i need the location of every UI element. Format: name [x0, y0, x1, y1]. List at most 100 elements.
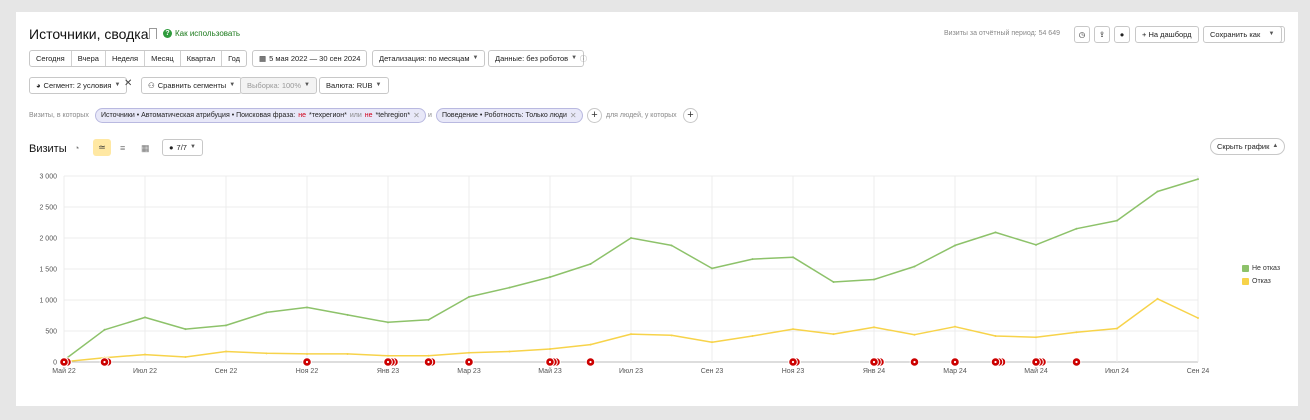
data-point: [346, 313, 349, 316]
legend-swatch: [1242, 265, 1249, 272]
detail-label: Детализация: по месяцам: [379, 54, 470, 63]
data-point: [549, 347, 551, 350]
period-today[interactable]: Сегодня: [30, 51, 72, 66]
data-point: [630, 237, 632, 239]
annotation-marker-dot: [386, 360, 390, 364]
share-button[interactable]: ●: [1114, 26, 1130, 43]
data-point: [1116, 327, 1118, 330]
annotation-marker-dot: [467, 360, 471, 364]
close-icon[interactable]: ✕: [569, 111, 577, 120]
period-quarter[interactable]: Квартал: [181, 51, 223, 66]
info-icon[interactable]: ⓘ: [580, 56, 587, 63]
compare-segments-select[interactable]: ⚇ Сравнить сегменты ▼: [141, 77, 243, 94]
x-tick-label: Сен 23: [701, 368, 724, 375]
export-button[interactable]: ⇪: [1094, 26, 1110, 43]
upload-icon: ⇪: [1098, 30, 1106, 39]
add-filter-button[interactable]: +: [587, 108, 602, 123]
date-range-label: 5 мая 2022 — 30 сен 2024: [269, 54, 361, 63]
annotation-marker-dot: [103, 360, 106, 364]
segment-label: Сегмент: 2 условия: [43, 81, 112, 90]
annotation-marker-dot: [62, 360, 66, 364]
close-icon[interactable]: ✕: [124, 78, 133, 89]
history-button[interactable]: ◷: [1074, 26, 1090, 43]
data-point: [832, 281, 835, 284]
data-point: [387, 354, 389, 357]
visits-chart: 0 500 1 000 1 500 2 000 2 500 3 000 Май 22 Июл 2…: [39, 174, 1210, 376]
filter-chip-source[interactable]: Источники • Автоматическая атрибуция • П…: [95, 108, 426, 123]
data-point: [589, 263, 592, 266]
data-point: [225, 324, 227, 327]
x-tick-label: Сен 24: [1187, 368, 1210, 375]
hide-chart-label: Скрыть график: [1217, 142, 1270, 151]
annotation-marker-dot: [791, 360, 795, 364]
data-point: [144, 316, 146, 319]
currency-select[interactable]: Валюта: RUB ▼: [319, 77, 389, 94]
data-point: [306, 352, 308, 355]
annotation-marker-dot: [427, 360, 430, 364]
data-point: [549, 276, 551, 279]
visits-total: Визиты за отчётный период: 54 649: [944, 30, 1060, 37]
legend-swatch: [1242, 278, 1249, 285]
date-range-button[interactable]: ▦ 5 мая 2022 — 30 сен 2024: [252, 50, 368, 67]
data-point: [751, 334, 754, 337]
bar-chart-icon[interactable]: ▦: [141, 143, 150, 153]
data-point: [1035, 243, 1037, 246]
line-chart-icon[interactable]: ≃: [93, 139, 111, 156]
legend-label: Не отказ: [1252, 265, 1281, 272]
legend-item-0[interactable]: Не отказ: [1242, 265, 1280, 272]
x-tick-label: Июл 22: [133, 368, 157, 375]
add-dashboard-button[interactable]: + На дашборд: [1135, 26, 1199, 43]
data-select[interactable]: Данные: без роботов ▼: [488, 50, 585, 67]
data-point: [225, 350, 227, 353]
y-tick-label: 3 000: [39, 174, 57, 181]
hide-chart-button[interactable]: Скрыть график ▲: [1210, 138, 1286, 155]
period-month[interactable]: Месяц: [145, 51, 181, 66]
data-point: [913, 265, 916, 268]
add-people-filter-button[interactable]: +: [683, 108, 698, 123]
data-point: [1156, 297, 1159, 300]
filter-chip-behavior[interactable]: Поведение • Роботность: Только люди ✕: [436, 108, 583, 123]
data-point: [792, 328, 794, 331]
data-point: [1116, 219, 1118, 222]
data-point: [468, 295, 470, 298]
data-point: [913, 333, 916, 336]
sample-label: Выборка: 100%: [247, 81, 301, 90]
save-as-dropdown[interactable]: ▼: [1262, 26, 1282, 43]
series-select[interactable]: ● 7/7 ▼: [162, 139, 203, 156]
x-tick-label: Июл 24: [1105, 368, 1129, 375]
data-point: [954, 325, 956, 328]
data-point: [994, 231, 997, 234]
period-group: Сегодня Вчера Неделя Месяц Квартал Год: [29, 50, 248, 67]
chevron-down-icon: ▼: [114, 82, 121, 88]
segment-select[interactable]: ◕ Сегмент: 2 условия ▼: [29, 77, 128, 94]
series-icon: ●: [169, 143, 174, 152]
annotation-marker-dot: [305, 360, 309, 364]
x-tick-label: Май 22: [52, 367, 76, 375]
x-tick-label: Май 23: [538, 367, 562, 375]
data-point: [670, 244, 673, 247]
report-card: Источники, сводка ? Как использовать Виз…: [16, 12, 1298, 406]
howto-link[interactable]: ? Как использовать: [163, 29, 240, 38]
data-point: [994, 334, 997, 337]
filter-prefix: Визиты, в которых: [29, 112, 89, 119]
pie-chart-icon[interactable]: ◔: [74, 143, 80, 153]
close-icon[interactable]: ✕: [413, 111, 420, 120]
detail-select[interactable]: Детализация: по месяцам ▼: [372, 50, 486, 67]
bookmark-icon[interactable]: [149, 28, 157, 39]
legend-item-1[interactable]: Отказ: [1242, 278, 1271, 285]
y-tick-label: 2 500: [39, 205, 57, 212]
pie-icon: ◕: [36, 81, 41, 90]
period-week[interactable]: Неделя: [106, 51, 146, 66]
sample-select[interactable]: Выборка: 100% ▼: [240, 77, 317, 94]
period-year[interactable]: Год: [228, 54, 241, 63]
stacked-chart-icon[interactable]: ≡: [120, 143, 126, 153]
period-yesterday[interactable]: Вчера: [72, 51, 106, 66]
x-tick-label: Мар 23: [457, 368, 481, 375]
data-point: [1197, 178, 1199, 181]
data-point: [589, 343, 592, 346]
x-tick-label: Сен 22: [215, 368, 238, 375]
question-icon: ?: [163, 29, 172, 38]
annotation-marker-dot: [589, 360, 592, 364]
data-point: [711, 341, 713, 344]
chevron-down-icon: ▼: [304, 82, 310, 88]
